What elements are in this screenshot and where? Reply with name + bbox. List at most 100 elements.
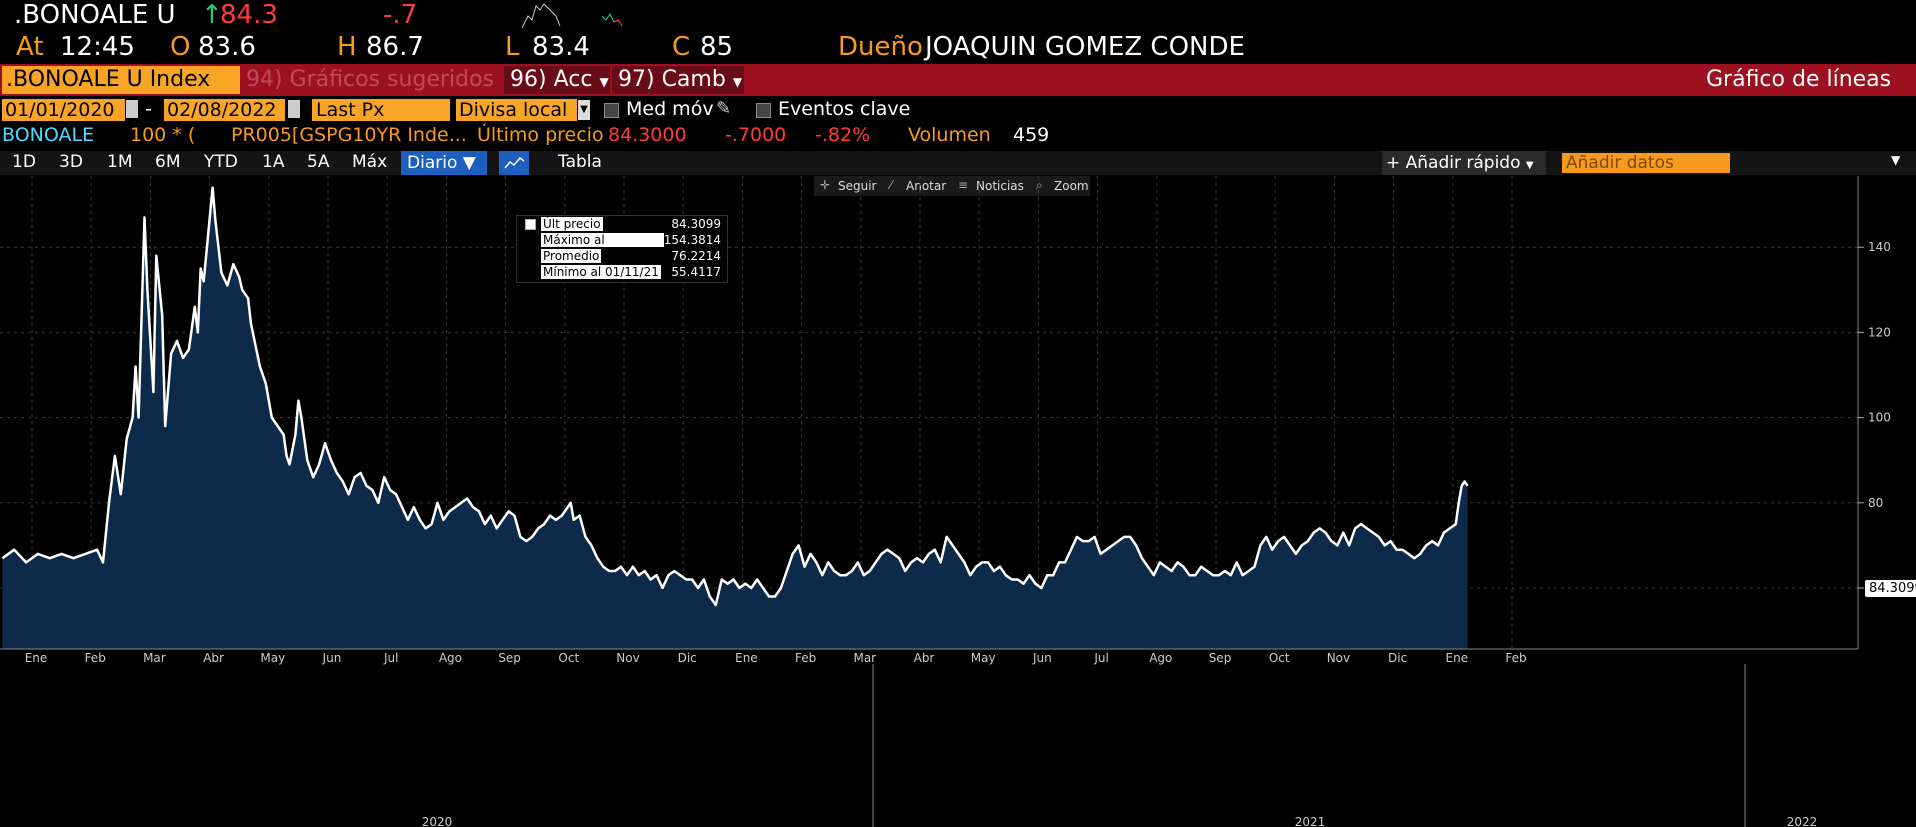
quick-add-label: + Añadir rápido xyxy=(1386,153,1521,173)
pencil-icon[interactable]: ✎ xyxy=(716,98,732,119)
field-select[interactable]: Last Px xyxy=(312,99,450,121)
legend-row-min: Mínimo al 01/11/21 55.4117 xyxy=(517,264,727,280)
x-tick-label: Sep xyxy=(1209,651,1232,665)
suggested-charts-menu[interactable]: 94) Gráficos sugeridos xyxy=(246,67,494,92)
open-value: 83.6 xyxy=(198,32,256,62)
series-component: PR005[GSPG10YR Inde... xyxy=(231,124,467,146)
dropdown-arrow-icon: ▼ xyxy=(599,75,609,89)
x-tick-label: Dic xyxy=(1388,651,1407,665)
intraday-sparkline-icon xyxy=(522,3,561,29)
chart-type-title: Gráfico de líneas xyxy=(1706,67,1892,92)
calendar-icon[interactable] xyxy=(126,100,138,118)
legend-value: 84.3099 xyxy=(671,217,721,231)
actions-menu[interactable]: 96) Acc ▼ xyxy=(504,66,610,94)
x-tick-label: Oct xyxy=(1269,651,1290,665)
volume-label: Volumen xyxy=(908,124,991,146)
command-toolbar xyxy=(0,64,1916,96)
at-label: At xyxy=(16,32,44,62)
table-tab[interactable]: Tabla xyxy=(558,152,602,172)
period-max[interactable]: Máx xyxy=(352,152,388,172)
series-expression: 100 * ( xyxy=(130,124,196,146)
x-tick-label: May xyxy=(971,651,996,665)
high-value: 86.7 xyxy=(366,32,424,62)
x-tick-label: Jun xyxy=(1032,651,1052,665)
last-price-label: Último precio xyxy=(477,124,604,146)
legend-value: 76.2214 xyxy=(671,249,721,263)
period-1d[interactable]: 1D xyxy=(12,152,36,172)
quick-add-menu[interactable]: + Añadir rápido ▼ xyxy=(1382,151,1546,175)
period-1m[interactable]: 1M xyxy=(107,152,133,172)
period-ytd[interactable]: YTD xyxy=(204,152,238,172)
series-name: BONOALE xyxy=(2,124,95,146)
open-label: O xyxy=(170,32,191,62)
news-tool[interactable]: Noticias xyxy=(976,179,1024,193)
x-tick-label: Sep xyxy=(498,651,521,665)
legend-value: 154.3814 xyxy=(663,233,721,247)
key-events-label: Eventos clave xyxy=(778,98,911,120)
x-tick-label: Abr xyxy=(203,651,224,665)
legend-toggle-icon[interactable] xyxy=(525,218,536,230)
series-change-pct: -.82% xyxy=(815,124,871,146)
price-chart[interactable]: 6080100120140160EneFebMarAbrMayJunJulAgo… xyxy=(0,176,1916,827)
x-tick-label: Mar xyxy=(853,651,876,665)
x-tick-label: Nov xyxy=(616,651,639,665)
line-chart-icon[interactable] xyxy=(499,151,529,175)
y-tick-label: 80 xyxy=(1868,496,1883,510)
period-5a[interactable]: 5A xyxy=(307,152,330,172)
last-price: 84.3 xyxy=(220,0,278,30)
dropdown-arrow-icon: ▼ xyxy=(732,75,743,89)
currency-select[interactable]: Divisa local xyxy=(456,99,577,121)
legend-row-max: Máximo al 04/22/20 154.3814 xyxy=(517,232,727,261)
period-1a[interactable]: 1A xyxy=(262,152,285,172)
change-menu[interactable]: 97) Camb ▼ xyxy=(612,66,744,94)
settings-dropdown-icon[interactable]: ▼ xyxy=(1891,153,1901,167)
follow-tool[interactable]: Seguir xyxy=(838,179,877,193)
moving-avg-label: Med móv xyxy=(626,98,714,120)
moving-avg-checkbox[interactable] xyxy=(604,103,619,118)
x-tick-label: Jul xyxy=(383,651,398,665)
x-tick-label: Feb xyxy=(85,651,106,665)
x-tick-label: Ago xyxy=(439,651,462,665)
annotate-icon: ⁄ xyxy=(890,178,893,192)
zoom-tool[interactable]: Zoom xyxy=(1054,179,1089,193)
zoom-icon: ⌕ xyxy=(1036,178,1043,192)
y-tick-label: 140 xyxy=(1868,240,1891,254)
legend-label: Últ precio xyxy=(541,217,603,231)
follow-icon: ✛ xyxy=(820,178,831,192)
key-events-checkbox[interactable] xyxy=(756,103,771,118)
last-price-value: 84.3000 xyxy=(608,124,687,146)
security-field[interactable]: .BONOALE U Index xyxy=(2,66,240,94)
price-area xyxy=(2,187,1468,649)
series-change: -.7000 xyxy=(725,124,787,146)
legend-label: Promedio xyxy=(541,249,602,263)
x-tick-label: Mar xyxy=(143,651,166,665)
x-tick-label: Ene xyxy=(1446,651,1469,665)
legend-label: Mínimo al 01/11/21 xyxy=(541,265,661,279)
x-tick-label: Ene xyxy=(735,651,758,665)
add-data-input[interactable]: Añadir datos xyxy=(1562,153,1730,173)
calendar-icon[interactable] xyxy=(288,100,300,118)
x-tick-label: Nov xyxy=(1327,651,1350,665)
x-tick-label: Abr xyxy=(914,651,935,665)
y-tick-label: 100 xyxy=(1868,411,1891,425)
x-tick-label: Jul xyxy=(1093,651,1108,665)
x-tick-label: Feb xyxy=(795,651,816,665)
period-6m[interactable]: 6M xyxy=(155,152,181,172)
low-label: L xyxy=(505,32,520,62)
dropdown-arrow-icon: ▼ xyxy=(1525,160,1534,171)
close-value: 85 xyxy=(700,32,734,62)
start-date-input[interactable]: 01/01/2020 xyxy=(2,99,125,121)
end-date-input[interactable]: 02/08/2022 xyxy=(164,99,285,121)
year-label: 2022 xyxy=(1787,815,1818,827)
x-tick-label: May xyxy=(260,651,285,665)
date-dash: - xyxy=(145,98,152,120)
frequency-select[interactable]: Diario ▼ xyxy=(401,151,487,175)
dropdown-arrow-icon[interactable]: ▼ xyxy=(578,100,590,120)
legend-value: 55.4117 xyxy=(671,265,721,279)
period-3d[interactable]: 3D xyxy=(59,152,83,172)
x-tick-label: Feb xyxy=(1505,651,1526,665)
annotate-tool[interactable]: Anotar xyxy=(906,179,947,193)
low-value: 83.4 xyxy=(532,32,590,62)
year-label: 2020 xyxy=(422,815,453,827)
change-menu-label: 97) Camb xyxy=(618,67,726,92)
